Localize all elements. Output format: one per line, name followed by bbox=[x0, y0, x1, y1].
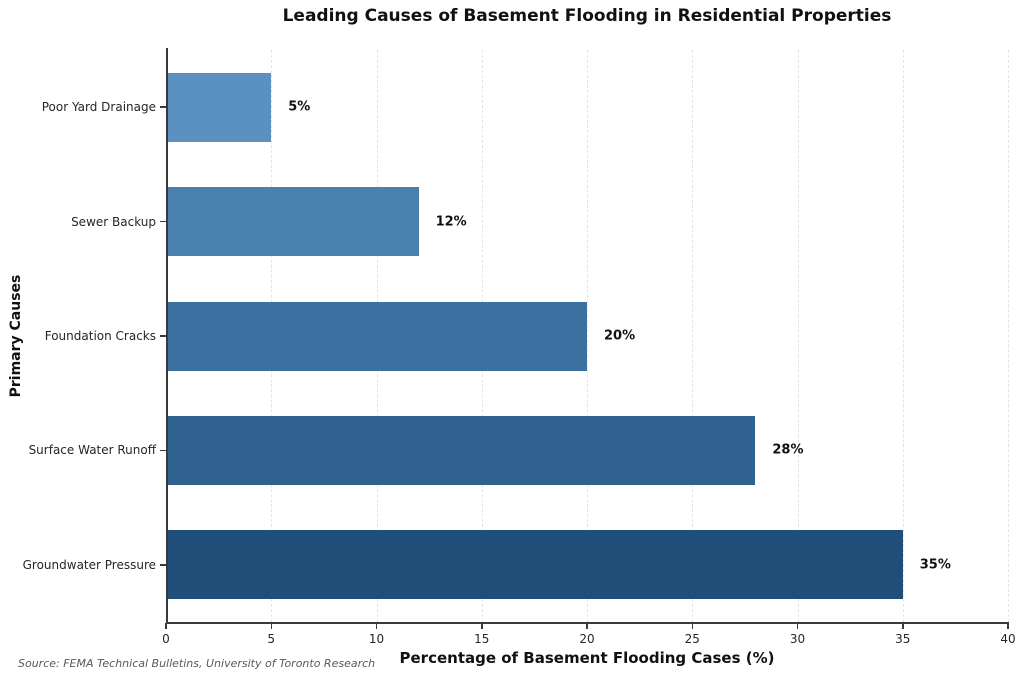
x-tick-label: 35 bbox=[895, 632, 911, 646]
gridline-x-35 bbox=[902, 50, 904, 622]
x-tick-mark bbox=[165, 623, 167, 629]
gridline-x-25 bbox=[692, 50, 694, 622]
category-label: Foundation Cracks bbox=[44, 329, 156, 343]
bar-value-label: 12% bbox=[435, 214, 467, 230]
x-axis-label: Percentage of Basement Flooding Cases (%… bbox=[399, 649, 775, 667]
x-tick-label: 0 bbox=[162, 632, 170, 646]
y-tick-mark bbox=[160, 220, 166, 223]
x-tick-mark bbox=[902, 623, 904, 629]
bar-value-label: 35% bbox=[919, 557, 951, 573]
x-tick-label: 20 bbox=[579, 632, 595, 646]
x-tick-label: 10 bbox=[368, 632, 385, 646]
bar-value-label: 28% bbox=[772, 442, 804, 458]
category-label: Sewer Backup bbox=[71, 214, 156, 229]
x-tick-mark bbox=[270, 623, 272, 629]
chart-title: Leading Causes of Basement Flooding in R… bbox=[282, 6, 892, 26]
x-tick-label: 40 bbox=[1000, 632, 1016, 646]
bar-value-label: 5% bbox=[288, 99, 311, 115]
bar-value-label: 20% bbox=[604, 328, 636, 344]
x-tick-label: 5 bbox=[267, 632, 276, 646]
category-label: Groundwater Pressure bbox=[22, 557, 156, 572]
y-tick-mark bbox=[160, 335, 166, 337]
bar-surface-water-runoff bbox=[166, 415, 756, 485]
x-tick-mark bbox=[691, 623, 693, 629]
category-label: Poor Yard Drainage bbox=[41, 100, 156, 115]
gridline-x-20 bbox=[587, 50, 588, 622]
x-tick-mark bbox=[586, 623, 588, 629]
y-tick-mark bbox=[160, 564, 166, 566]
x-tick-label: 30 bbox=[789, 632, 806, 646]
source-note: Source: FEMA Technical Bulletins, Univer… bbox=[18, 657, 376, 670]
x-tick-mark bbox=[796, 623, 799, 629]
x-axis-spine bbox=[166, 622, 1009, 624]
y-axis-spine bbox=[166, 48, 168, 623]
x-tick-mark bbox=[481, 623, 483, 629]
y-tick-mark bbox=[160, 449, 166, 452]
y-tick-mark bbox=[160, 106, 166, 108]
gridline-x-40 bbox=[1008, 50, 1009, 622]
bar-sewer-backup bbox=[166, 187, 419, 257]
x-tick-mark bbox=[375, 623, 378, 629]
category-label: Surface Water Runoff bbox=[28, 443, 156, 458]
bar-groundwater-pressure bbox=[166, 530, 903, 600]
bar-poor-yard-drainage bbox=[166, 72, 272, 142]
x-tick-mark bbox=[1007, 623, 1009, 629]
gridline-x-30 bbox=[797, 50, 799, 622]
bar-foundation-cracks bbox=[166, 301, 587, 371]
x-tick-label: 15 bbox=[474, 632, 490, 646]
x-tick-label: 25 bbox=[684, 632, 700, 646]
